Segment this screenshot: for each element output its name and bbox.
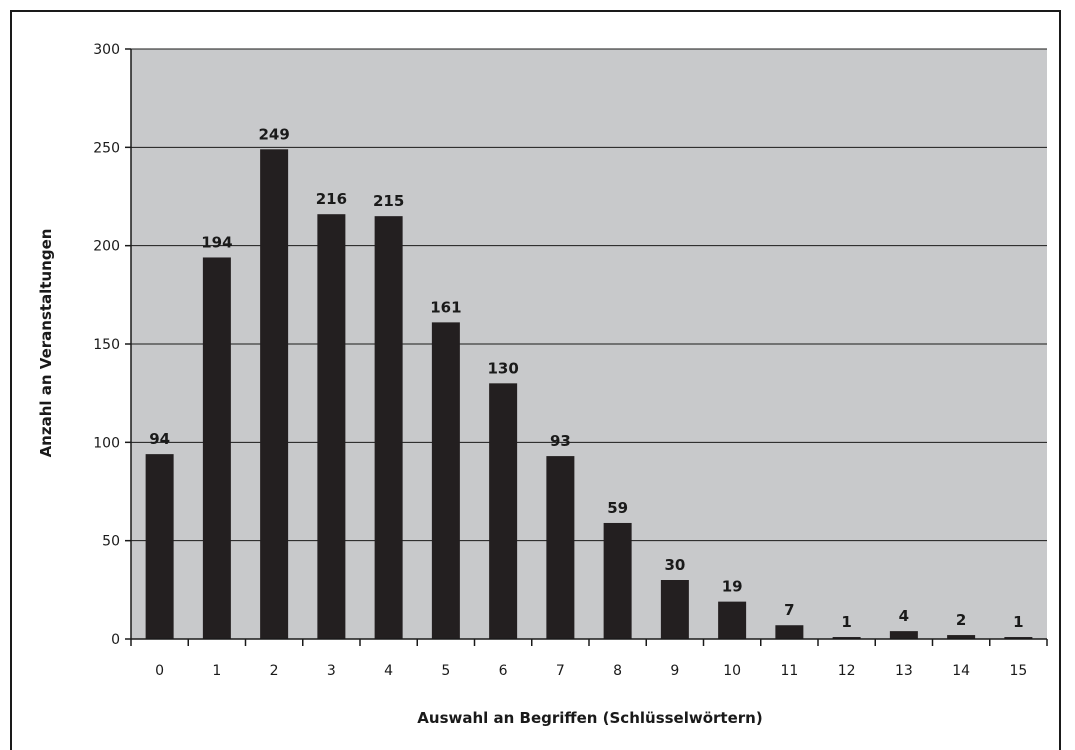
bar	[660, 580, 689, 639]
y-tick-label: 100	[93, 435, 120, 451]
bar	[374, 216, 403, 639]
x-tick-label: 14	[952, 663, 970, 679]
data-label: 94	[149, 430, 170, 448]
data-label: 59	[607, 499, 628, 517]
data-label: 4	[899, 607, 909, 625]
x-axis-title: Auswahl an Begriffen (Schlüsselwörtern)	[417, 709, 762, 727]
x-tick-label: 9	[670, 663, 679, 679]
bar	[260, 149, 289, 640]
data-label: 2	[956, 611, 966, 629]
data-label: 19	[722, 578, 743, 596]
x-tick-label: 3	[327, 663, 336, 679]
data-label: 93	[550, 432, 571, 450]
x-tick-label: 4	[384, 663, 393, 679]
x-tick-label: 1	[212, 663, 221, 679]
bar	[775, 625, 804, 639]
x-tick-label: 6	[499, 663, 508, 679]
data-label: 194	[201, 233, 232, 251]
bar	[603, 522, 632, 639]
x-tick-label: 5	[441, 663, 450, 679]
x-tick-label: 8	[613, 663, 622, 679]
data-label: 161	[430, 298, 461, 316]
x-tick-label: 15	[1009, 663, 1027, 679]
y-tick-label: 200	[93, 239, 120, 255]
data-label: 130	[487, 359, 518, 377]
bar	[1004, 637, 1033, 639]
data-label: 1	[1013, 613, 1023, 631]
bar	[317, 214, 346, 639]
data-label: 1	[841, 613, 851, 631]
bar	[145, 454, 174, 639]
y-tick-label: 250	[93, 140, 120, 156]
data-label: 30	[664, 556, 685, 574]
bar	[832, 637, 861, 639]
data-labels: 94 194 249 216 215 161 130 93 59 30 19 7 1 4 2 1	[149, 125, 1023, 631]
y-tick-label: 150	[93, 337, 120, 353]
bars	[145, 149, 1033, 640]
data-label: 215	[373, 192, 404, 210]
x-tick-label: 0	[155, 663, 164, 679]
x-tick-label: 12	[838, 663, 856, 679]
y-tick-label: 50	[102, 534, 120, 550]
data-label: 216	[316, 190, 347, 208]
data-label: 249	[258, 125, 289, 143]
bar	[431, 322, 460, 639]
bar	[546, 456, 575, 639]
y-tick-label: 0	[111, 632, 120, 648]
y-tick-label: 300	[93, 42, 120, 58]
x-tick-label: 11	[780, 663, 798, 679]
bar	[889, 631, 918, 639]
x-tick-label: 10	[723, 663, 741, 679]
bar	[489, 383, 518, 639]
x-tick-label: 7	[556, 663, 565, 679]
y-axis-title: Anzahl an Veranstaltungen	[37, 229, 55, 458]
bar	[947, 635, 976, 639]
data-label: 7	[784, 601, 794, 619]
bar	[202, 257, 231, 639]
x-tick-label: 13	[895, 663, 913, 679]
bar	[718, 601, 747, 639]
x-tick-label: 2	[270, 663, 279, 679]
